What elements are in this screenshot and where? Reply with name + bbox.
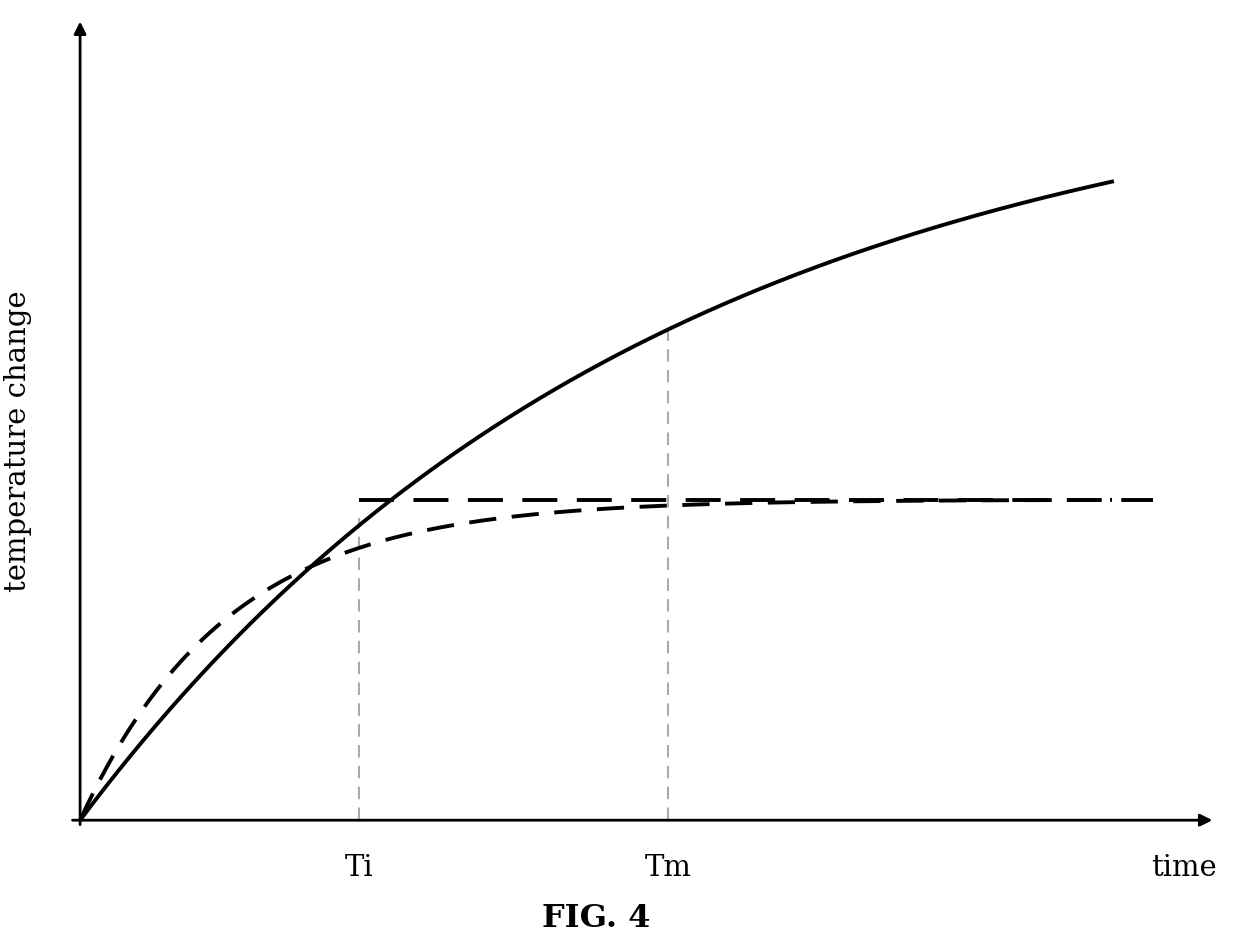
Text: Tm: Tm (645, 854, 692, 882)
Text: Ti: Ti (345, 854, 373, 882)
Text: time: time (1152, 854, 1218, 882)
Text: temperature change: temperature change (4, 290, 32, 593)
Text: FIG. 4: FIG. 4 (542, 903, 650, 934)
